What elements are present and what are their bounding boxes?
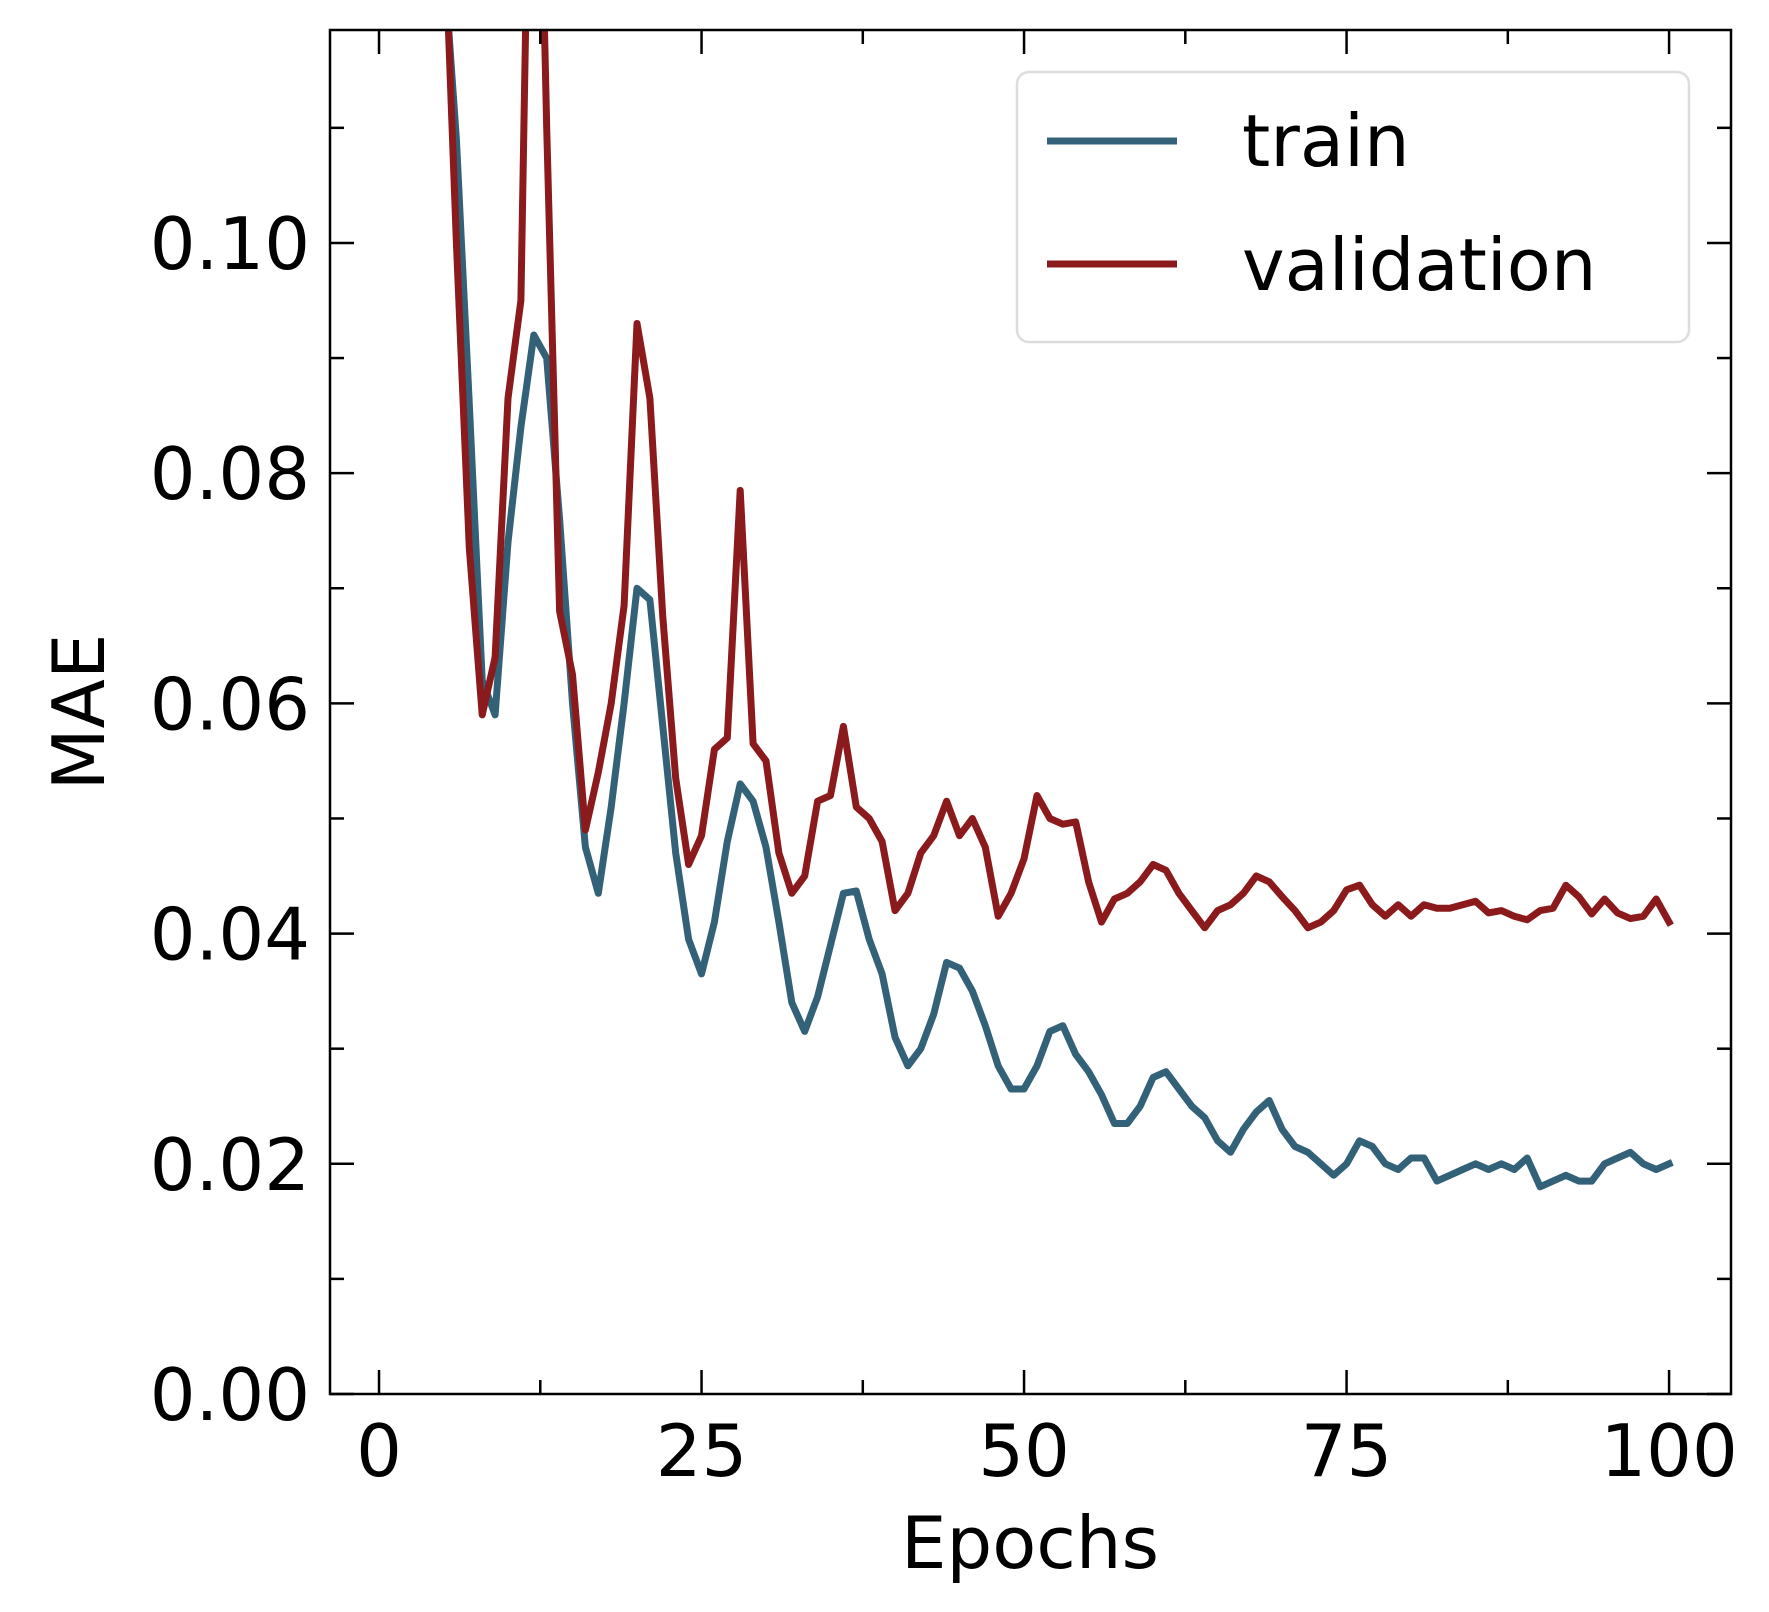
axis-ticks (330, 30, 1731, 1396)
x-tick-label: 75 (1301, 1409, 1393, 1493)
y-tick-label: 0.00 (150, 1353, 310, 1437)
y-tick-label: 0.04 (150, 893, 310, 977)
x-tick-label: 0 (356, 1409, 402, 1493)
y-tick-labels: 0.00 0.02 0.04 0.06 0.08 0.10 (150, 202, 310, 1437)
y-tick-label: 0.02 (150, 1123, 310, 1207)
x-tick-label: 50 (978, 1409, 1070, 1493)
series-lines (444, 30, 1674, 1191)
x-tick-label: 100 (1600, 1409, 1737, 1493)
x-axis-title: Epochs (901, 1501, 1159, 1585)
series-line-train (445, 30, 1674, 1191)
y-tick-label: 0.10 (150, 202, 310, 286)
legend-box (1015, 70, 1691, 344)
y-tick-label: 0.06 (150, 662, 310, 746)
y-axis-title: MAE (37, 634, 121, 791)
x-tick-labels: 0 25 50 75 100 (356, 1409, 1738, 1493)
x-tick-label: 25 (656, 1409, 748, 1493)
series-line-validation (444, 30, 1674, 932)
legend-label-validation: validation (1242, 223, 1596, 307)
legend-label-train: train (1242, 99, 1410, 183)
plot-frame (328, 28, 1733, 1396)
y-tick-label: 0.08 (150, 432, 310, 516)
legend: train validation (1015, 70, 1691, 344)
